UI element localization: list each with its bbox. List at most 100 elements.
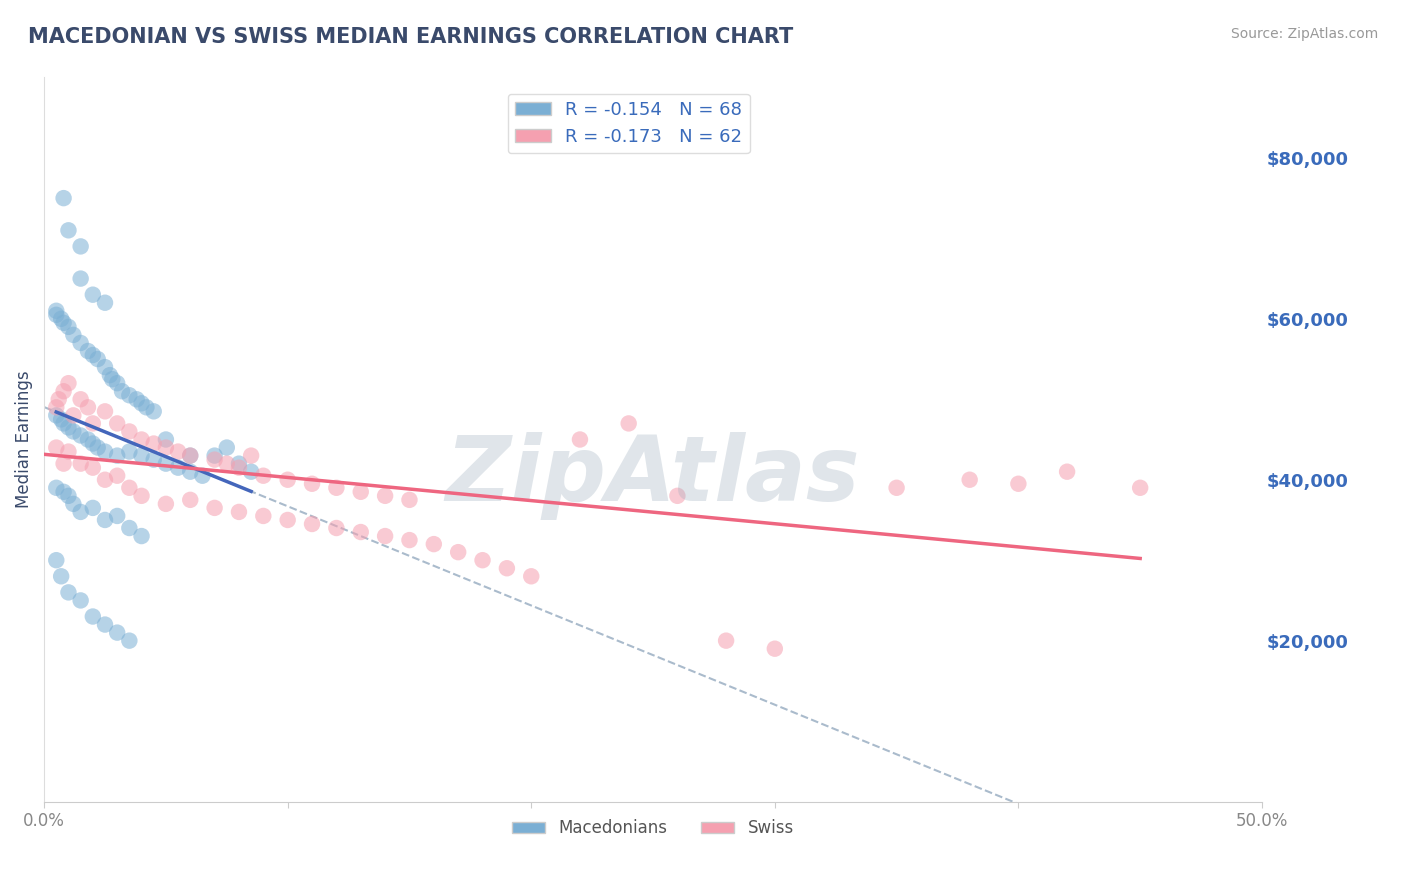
Point	[325, 521, 347, 535]
Point	[1129, 481, 1152, 495]
Point	[131, 489, 153, 503]
Point	[471, 553, 494, 567]
Point	[277, 473, 299, 487]
Point	[94, 444, 117, 458]
Point	[69, 505, 91, 519]
Point	[86, 352, 108, 367]
Point	[105, 376, 128, 391]
Point	[252, 468, 274, 483]
Point	[52, 484, 75, 499]
Point	[131, 433, 153, 447]
Point	[886, 481, 908, 495]
Point	[58, 376, 80, 391]
Point	[69, 593, 91, 607]
Point	[52, 191, 75, 205]
Point	[69, 457, 91, 471]
Text: Source: ZipAtlas.com: Source: ZipAtlas.com	[1230, 27, 1378, 41]
Point	[62, 409, 84, 423]
Point	[301, 516, 323, 531]
Point	[118, 388, 141, 402]
Point	[52, 316, 75, 330]
Point	[423, 537, 446, 551]
Point	[350, 524, 373, 539]
Point	[118, 521, 141, 535]
Point	[714, 633, 737, 648]
Point	[45, 401, 67, 415]
Point	[62, 327, 84, 342]
Point	[62, 425, 84, 439]
Text: ZipAtlas: ZipAtlas	[446, 432, 860, 520]
Point	[48, 392, 70, 407]
Point	[94, 513, 117, 527]
Point	[118, 444, 141, 458]
Point	[155, 441, 177, 455]
Point	[94, 617, 117, 632]
Point	[1056, 465, 1078, 479]
Point	[125, 392, 148, 407]
Point	[118, 425, 141, 439]
Point	[49, 569, 72, 583]
Point	[496, 561, 519, 575]
Point	[374, 489, 396, 503]
Point	[58, 585, 80, 599]
Point	[52, 457, 75, 471]
Point	[86, 441, 108, 455]
Point	[374, 529, 396, 543]
Point	[49, 412, 72, 426]
Point	[240, 465, 263, 479]
Point	[82, 609, 104, 624]
Point	[82, 417, 104, 431]
Point	[77, 343, 100, 358]
Point	[105, 625, 128, 640]
Point	[45, 308, 67, 322]
Point	[666, 489, 689, 503]
Point	[398, 533, 420, 547]
Point	[45, 303, 67, 318]
Point	[58, 223, 80, 237]
Point	[111, 384, 134, 399]
Point	[69, 239, 91, 253]
Point	[58, 444, 80, 458]
Point	[105, 468, 128, 483]
Point	[179, 492, 201, 507]
Point	[240, 449, 263, 463]
Point	[167, 444, 190, 458]
Point	[135, 401, 157, 415]
Point	[447, 545, 470, 559]
Point	[228, 505, 250, 519]
Point	[204, 449, 226, 463]
Point	[101, 372, 124, 386]
Point	[155, 457, 177, 471]
Point	[45, 409, 67, 423]
Point	[204, 500, 226, 515]
Point	[277, 513, 299, 527]
Point	[142, 436, 165, 450]
Point	[167, 460, 190, 475]
Point	[228, 457, 250, 471]
Point	[69, 335, 91, 350]
Point	[142, 404, 165, 418]
Y-axis label: Median Earnings: Median Earnings	[15, 371, 32, 508]
Legend: Macedonians, Swiss: Macedonians, Swiss	[505, 813, 800, 844]
Point	[179, 465, 201, 479]
Point	[325, 481, 347, 495]
Point	[77, 433, 100, 447]
Point	[69, 428, 91, 442]
Point	[45, 441, 67, 455]
Point	[45, 553, 67, 567]
Point	[215, 457, 238, 471]
Point	[94, 360, 117, 375]
Point	[77, 401, 100, 415]
Point	[228, 460, 250, 475]
Point	[131, 396, 153, 410]
Point	[58, 420, 80, 434]
Point	[350, 484, 373, 499]
Point	[959, 473, 981, 487]
Point	[82, 287, 104, 301]
Text: MACEDONIAN VS SWISS MEDIAN EARNINGS CORRELATION CHART: MACEDONIAN VS SWISS MEDIAN EARNINGS CORR…	[28, 27, 793, 46]
Point	[142, 452, 165, 467]
Point	[568, 433, 591, 447]
Point	[58, 319, 80, 334]
Point	[82, 500, 104, 515]
Point	[69, 271, 91, 285]
